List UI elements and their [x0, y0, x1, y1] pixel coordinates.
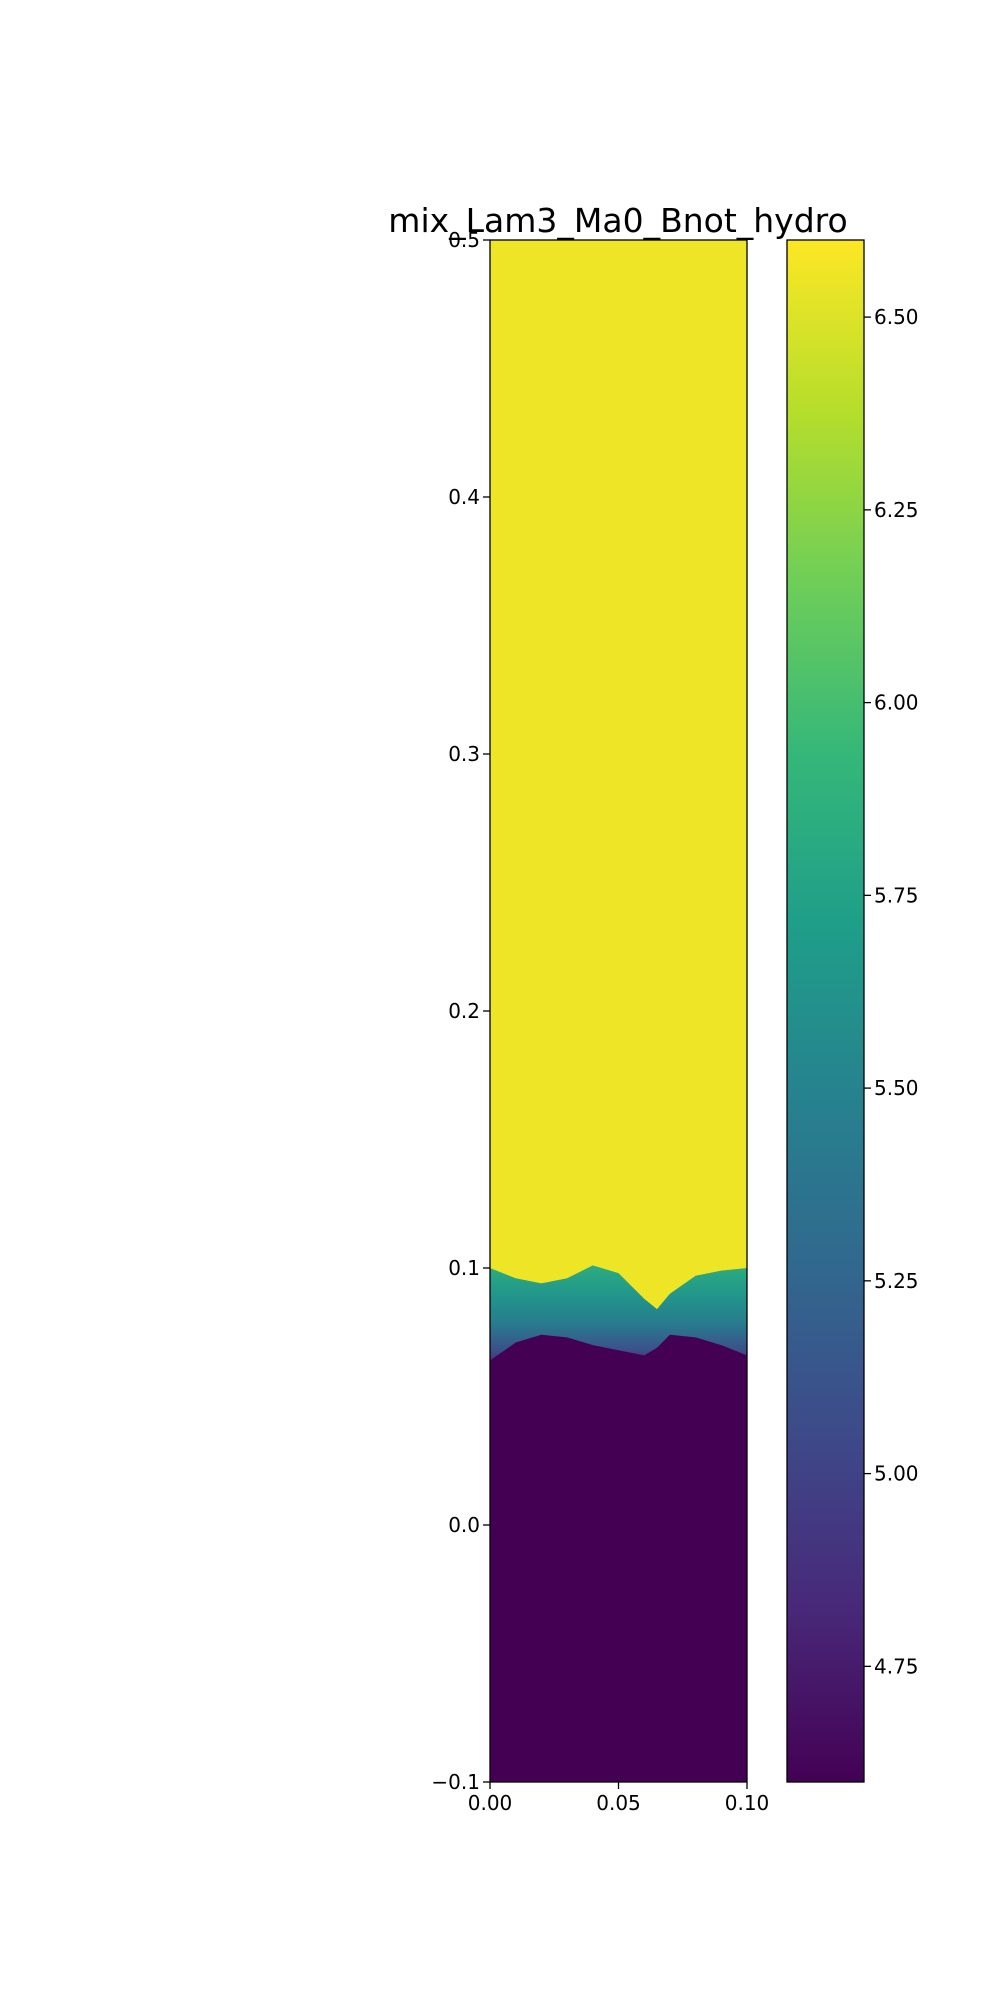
y-axis: −0.1 0.0 0.1 0.2 0.3 0.4 0.5	[431, 228, 490, 1794]
colorbar-tick-label: 6.50	[874, 305, 919, 329]
y-tick-label: 0.0	[448, 1513, 480, 1537]
x-tick-label: 0.10	[725, 1791, 770, 1815]
colorbar-tick-label: 5.25	[874, 1269, 919, 1293]
colorbar-tick-label: 5.00	[874, 1462, 919, 1486]
colorbar-tick-label: 5.50	[874, 1076, 919, 1100]
plot-area	[490, 240, 747, 1782]
y-tick-label: 0.1	[448, 1256, 480, 1280]
chart-title: mix_Lam3_Ma0_Bnot_hydro	[388, 201, 847, 240]
y-tick-label: 0.5	[448, 228, 480, 252]
x-tick-label: 0.05	[596, 1791, 641, 1815]
colorbar-frame	[786, 239, 865, 1783]
colorbar	[787, 240, 864, 1782]
colorbar-tick-label: 4.75	[874, 1654, 919, 1678]
y-tick-label: −0.1	[431, 1770, 480, 1794]
x-axis: 0.00 0.05 0.10	[468, 1782, 770, 1815]
colorbar-tick-label: 6.00	[874, 691, 919, 715]
y-tick-label: 0.2	[448, 999, 480, 1023]
colorbar-tick-label: 5.75	[874, 883, 919, 907]
colorbar-tick-label: 6.25	[874, 498, 919, 522]
y-tick-label: 0.4	[448, 485, 480, 509]
x-tick-label: 0.00	[468, 1791, 513, 1815]
colorbar-axis: 4.75 5.00 5.25 5.50 5.75 6.00 6.25 6.50	[864, 305, 919, 1678]
y-tick-label: 0.3	[448, 742, 480, 766]
field-lower-region	[490, 1334, 747, 1782]
